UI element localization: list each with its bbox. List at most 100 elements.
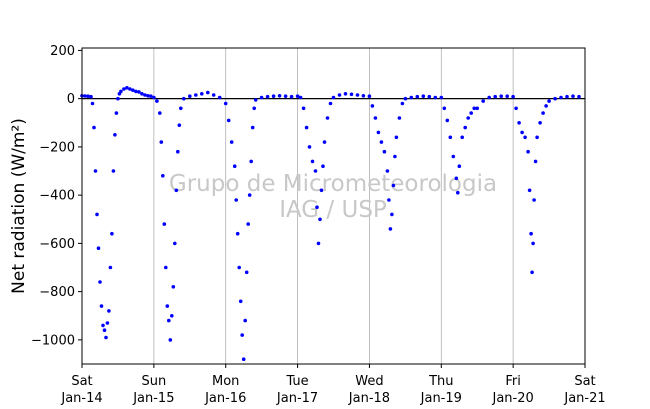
data-point [493,95,497,99]
data-point [387,198,391,202]
data-point [466,116,470,120]
data-point [446,119,450,123]
data-point [218,96,222,100]
data-point [434,96,438,100]
data-point [534,160,538,164]
data-point [528,189,532,193]
data-point [236,232,240,236]
data-point [106,321,110,325]
data-point [517,121,521,125]
data-point [155,99,159,103]
data-point [393,155,397,159]
data-point [481,99,485,103]
data-point [371,104,375,108]
data-point [538,121,542,125]
data-point [266,95,270,99]
data-point [200,92,204,96]
data-point [100,304,104,308]
data-point [317,242,321,246]
data-point [89,95,93,99]
data-point [526,150,530,154]
data-point [206,91,210,95]
x-tick-day-4: Wed [355,374,383,389]
data-point [332,96,336,100]
data-point [175,189,179,193]
data-point [119,90,123,94]
data-point [386,169,390,173]
data-point [531,242,535,246]
data-point [176,150,180,154]
x-tick-date-4: Jan-18 [348,391,390,406]
data-point [338,93,342,97]
data-point [173,242,177,246]
data-point [541,111,545,115]
data-point [535,136,539,140]
data-points [80,86,581,361]
data-point [422,94,426,98]
x-tick-day-1: Sun [141,374,166,389]
data-point [329,102,333,106]
data-point [188,94,192,98]
data-point [356,93,360,97]
data-point [227,119,231,123]
data-point [350,93,354,97]
data-point [95,213,99,217]
data-point [374,116,378,120]
data-point [167,319,171,323]
data-point [249,160,253,164]
data-point [463,126,467,130]
data-point [92,126,96,130]
data-point [377,131,381,135]
data-point [390,213,394,217]
data-point [456,191,460,195]
data-point [240,333,244,337]
data-point [314,169,318,173]
data-point [163,222,167,226]
x-tick-date-5: Jan-19 [420,391,462,406]
data-point [104,336,108,340]
data-point [565,95,569,99]
data-point [251,126,255,130]
x-tick-day-7: Sat [574,374,595,389]
data-point [475,107,479,111]
data-point [520,131,524,135]
data-point [428,95,432,99]
data-point [109,266,113,270]
data-point [110,232,114,236]
x-axis: SatJan-14SunJan-15MonJan-16TueJan-17WedJ… [60,364,605,406]
data-point [305,126,309,130]
data-point [460,136,464,140]
data-point [440,96,444,100]
data-point [166,304,170,308]
data-point [86,94,90,98]
data-point [212,93,216,97]
data-point [239,300,243,304]
data-point [499,94,503,98]
data-point [224,102,228,106]
data-point [559,96,563,100]
data-point [380,140,384,144]
data-point [458,164,462,168]
data-point [383,150,387,154]
watermark: Grupo de Micrometeorologia IAG / USP [169,171,497,223]
data-point [487,96,491,100]
x-tick-day-2: Mon [212,374,239,389]
data-point [368,94,372,98]
data-point [137,90,141,94]
data-point [323,140,327,144]
data-point [529,232,533,236]
x-tick-day-3: Tue [285,374,308,389]
data-point [169,338,173,342]
data-point [272,94,276,98]
data-point [170,314,174,318]
data-point [113,133,117,137]
x-tick-date-7: Jan-21 [563,391,605,406]
x-tick-date-0: Jan-14 [60,391,102,406]
data-point [392,184,396,188]
data-point [318,218,322,222]
data-point [455,177,459,181]
y-tick-label-4: −600 [39,237,75,252]
y-tick-label-2: −200 [39,140,75,155]
data-point [164,266,168,270]
